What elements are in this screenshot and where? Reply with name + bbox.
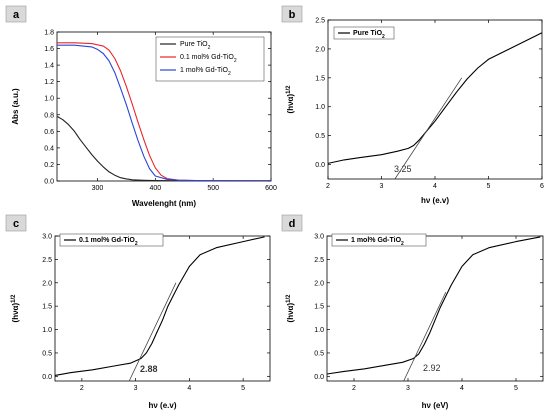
panel-d: d 2 3 4 5 0.0 0.5 1.0 1.5 2.0 2.5 3.0 hν (eV) (hνα)1/…	[281, 214, 544, 410]
x-tick-label: 2	[352, 385, 356, 392]
x-tick-label: 3	[134, 385, 138, 392]
y-axis-title: (hνα)1/2	[11, 294, 20, 323]
series-line	[57, 44, 271, 181]
y-tick-label: 1.0	[315, 104, 325, 111]
y-tick-label: 0.0	[314, 374, 324, 381]
bandgap-annotation: 2.88	[140, 364, 158, 374]
panel-label: a	[13, 9, 20, 21]
x-tick-label: 2	[326, 183, 330, 190]
panel-label-box	[5, 5, 27, 23]
bandgap-annotation: 3.25	[394, 164, 412, 174]
plot-frame	[54, 235, 271, 382]
y-axis-title: (hνα)1/2	[286, 294, 295, 323]
x-axis-title: Wavelenght (nm)	[132, 199, 196, 208]
x-axis-title: hν (eV)	[422, 401, 449, 410]
x-axis-title: hν (e.v)	[148, 401, 176, 410]
y-tick-label: 1.5	[314, 304, 324, 311]
y-tick-label: 1.4	[44, 63, 54, 70]
x-tick-label: 5	[514, 385, 518, 392]
y-tick-label: 0.0	[315, 162, 325, 169]
x-tick-label: 5	[241, 385, 245, 392]
x-tick-label: 2	[80, 385, 84, 392]
y-tick-label: 1.0	[44, 96, 54, 103]
panel-label: c	[13, 218, 19, 230]
x-tick-label: 500	[207, 185, 219, 192]
x-tick-label: 3	[406, 385, 410, 392]
y-tick-label: 2.0	[42, 280, 52, 287]
y-tick-label: 0.0	[44, 179, 54, 186]
y-tick-label: 1.2	[44, 79, 54, 86]
legend-entry: Pure TiO2	[353, 30, 385, 40]
plot-frame	[327, 19, 543, 180]
series-line	[57, 115, 271, 181]
tangent-line	[403, 291, 447, 381]
legend-entry: 1 mol% Gd-TiO2	[351, 237, 404, 247]
x-tick-label: 600	[265, 185, 277, 192]
legend-entry: Pure TiO2	[180, 41, 211, 51]
tangent-line	[128, 282, 177, 381]
y-tick-label: 2.5	[314, 257, 324, 264]
y-tick-label: 1.8	[44, 30, 54, 37]
legend-box	[331, 233, 427, 247]
panel-label-box	[281, 214, 303, 232]
x-tick-label: 4	[187, 385, 191, 392]
y-tick-label: 0.8	[44, 112, 54, 119]
panel-label-box	[5, 214, 27, 232]
y-tick-label: 0.5	[314, 350, 324, 357]
x-tick-label: 300	[92, 185, 104, 192]
y-tick-label: 0.5	[42, 350, 52, 357]
y-axis-title: (hνα)1/2	[286, 85, 295, 114]
legend-entry: 1 mol% Gd-TiO2	[180, 67, 231, 77]
x-tick-label: 3	[380, 183, 384, 190]
legend-entry: 0.1 mol% Gd-TiO2	[180, 54, 237, 64]
y-tick-label: 2.5	[315, 18, 325, 25]
series-line	[55, 236, 265, 376]
y-tick-label: 0.4	[44, 145, 54, 152]
panel-a: a 300 400 500 600 0.0 0.2 0.4 0.6 0.8 1.0 1.2 1.4 1.6…	[5, 5, 277, 208]
bandgap-annotation: 2.92	[423, 363, 441, 373]
y-tick-label: 3.0	[314, 234, 324, 241]
y-tick-label: 1.5	[315, 75, 325, 82]
tangent-line	[394, 77, 463, 179]
y-tick-label: 2.5	[42, 257, 52, 264]
legend-entry: 0.1 mol% Gd-TiO2	[79, 237, 138, 247]
y-tick-label: 0.5	[315, 133, 325, 140]
y-tick-label: 1.0	[42, 327, 52, 334]
series-line	[327, 236, 541, 375]
x-tick-label: 4	[433, 183, 437, 190]
y-tick-label: 0.6	[44, 129, 54, 136]
x-tick-label: 400	[149, 185, 161, 192]
y-axis-title: Abs (a.u.)	[11, 88, 20, 125]
x-tick-label: 6	[540, 183, 544, 190]
panel-b: b 2 3 4 5 6 0.0 0.5 1.0 1.5 2.0 2.5 hν (e.v) (hνα)1/2…	[281, 5, 544, 205]
x-tick-label: 4	[460, 385, 464, 392]
series-line	[328, 32, 542, 164]
y-tick-label: 0.2	[44, 162, 54, 169]
legend-box	[333, 26, 395, 40]
y-tick-label: 3.0	[42, 234, 52, 241]
legend-box	[59, 233, 164, 247]
y-tick-label: 1.5	[42, 304, 52, 311]
x-tick-label: 5	[487, 183, 491, 190]
y-tick-label: 0.0	[42, 374, 52, 381]
panel-c: c 2 3 4 5 0.0 0.5 1.0 1.5 2.0 2.5 3.0 hν (e.v) (hνα)1…	[5, 214, 271, 410]
y-tick-label: 1.6	[44, 46, 54, 53]
y-tick-label: 2.0	[315, 46, 325, 53]
x-axis-title: hν (e.v)	[421, 196, 449, 205]
plot-frame	[326, 235, 544, 382]
panel-label: d	[289, 218, 296, 230]
panel-label: b	[289, 9, 296, 21]
panel-label-box	[281, 5, 303, 23]
y-tick-label: 2.0	[314, 280, 324, 287]
y-tick-label: 1.0	[314, 327, 324, 334]
